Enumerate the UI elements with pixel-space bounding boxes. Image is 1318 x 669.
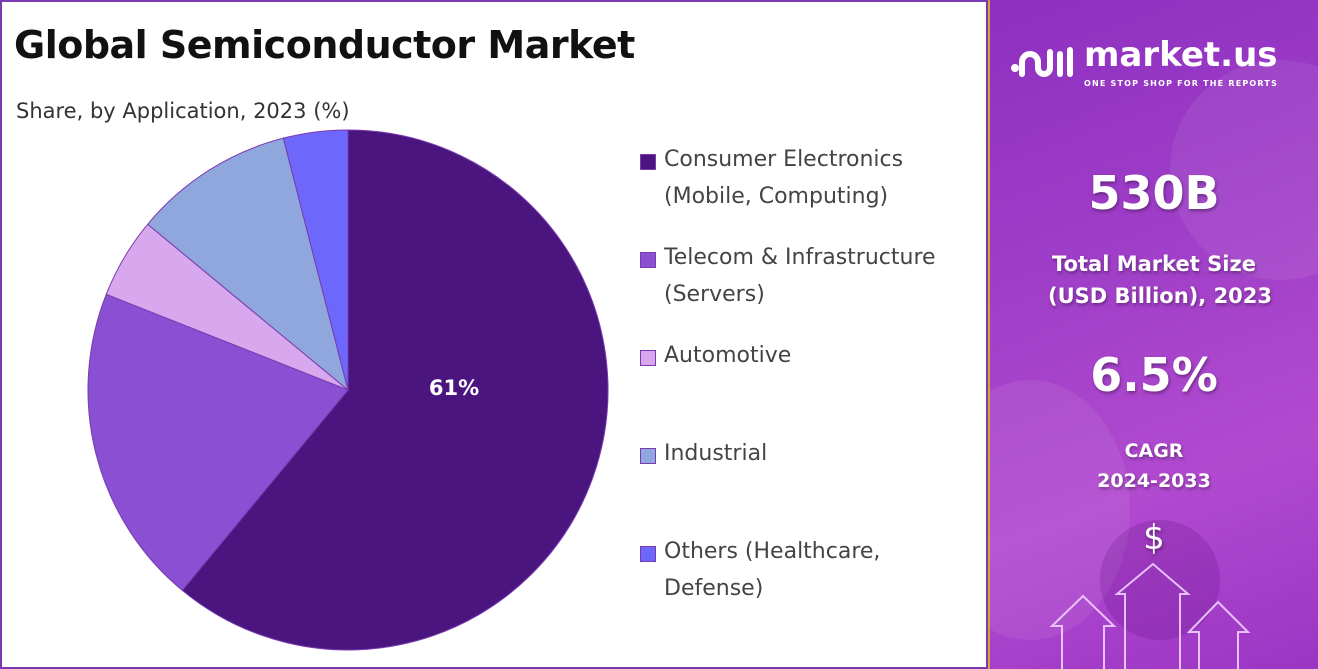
growth-arrows-icon xyxy=(1049,562,1251,669)
slice-data-label: 61% xyxy=(429,376,479,400)
chart-title: Global Semiconductor Market xyxy=(14,23,635,67)
market-size-unit: (USD Billion), 2023 xyxy=(1047,284,1273,308)
legend-label-line: Consumer Electronics xyxy=(664,147,904,172)
pie-slice-5 xyxy=(282,129,349,391)
legend-label-line: (Servers) xyxy=(664,282,765,307)
legend-item: Telecom & Infrastructure (Servers) xyxy=(640,245,936,313)
legend-label: Industrial xyxy=(664,435,767,472)
legend-item: Automotive xyxy=(640,343,791,374)
legend-label-line: Others (Healthcare, xyxy=(664,539,881,564)
legend-swatch xyxy=(640,154,656,170)
chart-subtitle: Share, by Application, 2023 (%) xyxy=(16,99,350,123)
chart-panel: Global Semiconductor Market Share, by Ap… xyxy=(0,0,988,669)
pie-slice-1 xyxy=(181,129,609,651)
legend-label-line: Telecom & Infrastructure xyxy=(664,245,936,270)
cagr-value: 6.5% xyxy=(1090,348,1218,402)
legend-swatch xyxy=(640,252,656,268)
summary-panel: market.us ONE STOP SHOP FOR THE REPORTS … xyxy=(988,0,1318,669)
legend-label-line: Automotive xyxy=(664,343,792,368)
legend-swatch xyxy=(640,448,656,464)
pie-slice-4 xyxy=(146,137,349,392)
logo-icon xyxy=(1011,46,1073,77)
legend-swatch xyxy=(640,546,656,562)
legend-swatch xyxy=(640,350,656,366)
legend-item: Others (Healthcare, Defense) xyxy=(640,539,880,607)
market-us-logo: market.us ONE STOP SHOP FOR THE REPORTS xyxy=(1010,34,1278,89)
legend-label-line: (Mobile, Computing) xyxy=(664,184,889,209)
legend-label: Others (Healthcare, Defense) xyxy=(664,533,880,607)
cagr-period: 2024-2033 xyxy=(1097,470,1211,492)
legend-label-line: Defense) xyxy=(664,576,764,601)
pie-chart: 61% xyxy=(87,129,609,651)
legend-label: Consumer Electronics (Mobile, Computing) xyxy=(664,141,903,215)
legend-label: Automotive xyxy=(664,337,791,374)
market-size-label: Total Market Size xyxy=(1052,252,1256,276)
legend-item: Industrial xyxy=(640,441,767,472)
legend-label-line: Industrial xyxy=(664,441,768,466)
market-size-value: 530B xyxy=(1088,166,1220,220)
legend-label: Telecom & Infrastructure (Servers) xyxy=(664,239,936,313)
brand-tagline: ONE STOP SHOP FOR THE REPORTS xyxy=(1084,79,1279,88)
legend-item: Consumer Electronics (Mobile, Computing) xyxy=(640,147,903,215)
pie-slice-2 xyxy=(87,293,349,592)
dollar-icon: $ xyxy=(1143,518,1165,558)
brand-name: market.us xyxy=(1084,35,1278,75)
cagr-label: CAGR xyxy=(1124,440,1184,462)
